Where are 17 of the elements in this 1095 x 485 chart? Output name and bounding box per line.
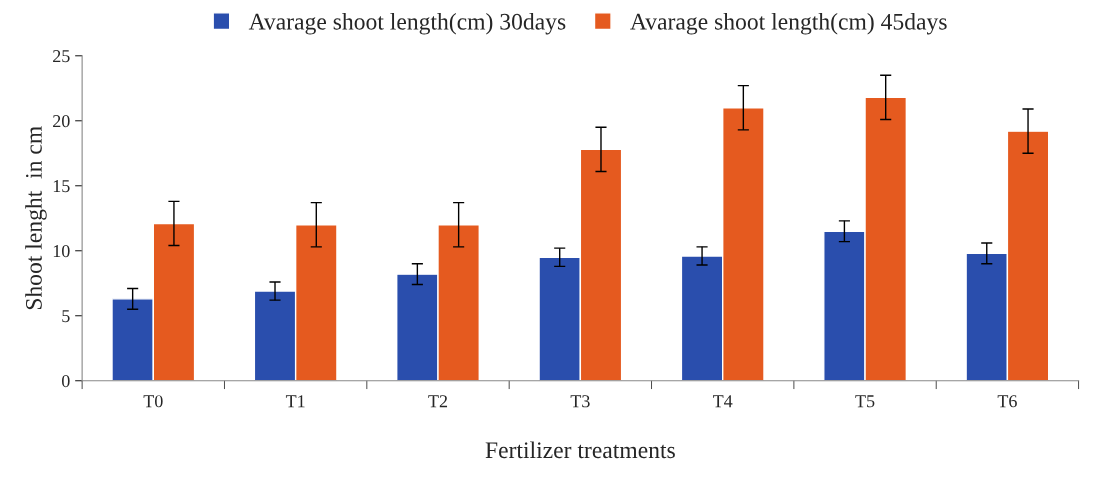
legend-label: Avarage shoot length(cm) 45days: [630, 13, 947, 35]
y-axis-title: Shoot lenght in cm: [25, 126, 47, 310]
y-tick-label: 0: [61, 374, 70, 388]
x-axis-title: Fertilizer treatments: [485, 441, 675, 459]
y-tick-label: 25: [53, 50, 70, 63]
x-tick-label: T4: [713, 395, 733, 408]
x-tick-label: T2: [428, 395, 448, 408]
x-tick-label: T1: [285, 395, 305, 408]
legend-label: Avarage shoot length(cm) 30days: [248, 13, 566, 35]
x-tick-label: T5: [855, 395, 875, 408]
x-tick-label: T0: [143, 395, 163, 408]
y-tick-label: 20: [53, 115, 70, 128]
x-tick-label: T6: [997, 395, 1017, 408]
y-tick-label: 10: [53, 245, 70, 258]
x-tick-label: T3: [570, 395, 590, 408]
y-tick-label: 5: [62, 310, 70, 323]
y-tick-label: 15: [53, 180, 70, 193]
